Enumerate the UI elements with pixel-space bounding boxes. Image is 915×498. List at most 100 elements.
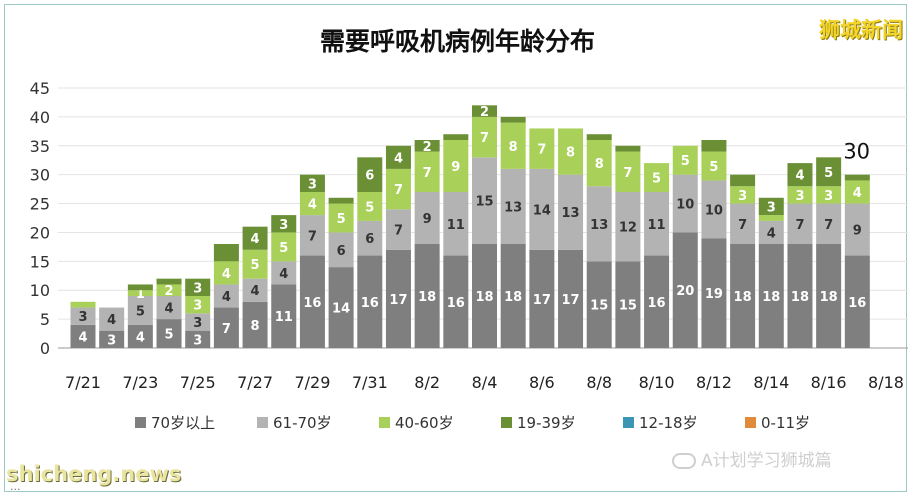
y-tick-label: 10 bbox=[30, 281, 50, 300]
data-label: 7 bbox=[394, 224, 403, 239]
data-label: 4 bbox=[853, 186, 862, 201]
bar-segment bbox=[443, 192, 469, 256]
legend-swatch bbox=[745, 417, 756, 428]
x-tick-label: 7/25 bbox=[180, 373, 216, 392]
legend-item: 61-70岁 bbox=[257, 412, 332, 433]
bar-segment bbox=[70, 324, 96, 348]
bar-segment bbox=[844, 203, 870, 256]
data-label: 14 bbox=[533, 203, 551, 218]
data-label: 2 bbox=[423, 140, 432, 155]
data-label: 2 bbox=[480, 105, 489, 120]
bar-segment bbox=[185, 330, 211, 348]
data-label: 5 bbox=[681, 154, 690, 169]
bar-segment bbox=[156, 296, 182, 320]
bar-segment bbox=[500, 122, 526, 169]
x-tick-label: 7/31 bbox=[352, 373, 388, 392]
bar-segment bbox=[299, 255, 325, 348]
data-label: 17 bbox=[561, 293, 579, 308]
bar-segment bbox=[299, 174, 325, 192]
y-tick-label: 35 bbox=[30, 137, 50, 156]
data-label: 15 bbox=[619, 299, 637, 314]
data-label: 5 bbox=[251, 258, 260, 273]
data-label: 7 bbox=[480, 131, 489, 146]
data-label: 3 bbox=[738, 189, 747, 204]
bar-segment bbox=[500, 244, 526, 348]
data-label: 3 bbox=[107, 333, 116, 348]
bar-segment bbox=[586, 186, 612, 262]
legend-swatch bbox=[257, 417, 268, 428]
data-label: 13 bbox=[561, 206, 579, 221]
data-label: 4 bbox=[78, 330, 87, 345]
y-tick-label: 5 bbox=[40, 310, 50, 329]
bar-segment bbox=[615, 145, 641, 152]
bar-segment bbox=[758, 215, 784, 221]
bar-segment bbox=[99, 307, 125, 331]
bar-segment bbox=[185, 296, 211, 314]
bar-segment bbox=[271, 232, 297, 262]
data-label: 5 bbox=[365, 200, 374, 215]
data-label: 6 bbox=[337, 244, 346, 259]
legend-item: 70岁以上 bbox=[135, 412, 215, 433]
x-tick-label: 8/8 bbox=[586, 373, 612, 392]
bar-segment bbox=[185, 278, 211, 296]
legend-swatch bbox=[379, 417, 390, 428]
bar-segment bbox=[299, 215, 325, 256]
data-label: 7 bbox=[423, 166, 432, 181]
data-label: 3 bbox=[308, 177, 317, 192]
bar-segment bbox=[844, 174, 870, 181]
bar-segment bbox=[414, 140, 440, 152]
data-label: 4 bbox=[279, 267, 288, 282]
bar-segment bbox=[443, 140, 469, 192]
data-label: 4 bbox=[251, 284, 260, 299]
bar-segment bbox=[127, 296, 153, 325]
bar-segment bbox=[328, 197, 354, 204]
data-label: 3 bbox=[795, 189, 804, 204]
data-label: 13 bbox=[504, 200, 522, 215]
bar-segment bbox=[844, 255, 870, 348]
bar-segment bbox=[758, 220, 784, 244]
bar-segment bbox=[615, 261, 641, 348]
legend-label: 40-60岁 bbox=[395, 414, 454, 432]
bar-segment bbox=[156, 319, 182, 348]
y-tick-label: 0 bbox=[40, 339, 50, 358]
legend-label: 0-11岁 bbox=[761, 414, 811, 432]
bar-segment bbox=[586, 140, 612, 187]
x-tick-label: 8/10 bbox=[639, 373, 675, 392]
bar-segment bbox=[816, 186, 842, 204]
bar-segment bbox=[672, 232, 698, 348]
y-tick-label: 45 bbox=[30, 79, 50, 98]
bar-segment bbox=[730, 203, 756, 244]
x-tick-label: 8/14 bbox=[753, 373, 789, 392]
x-tick-label: 7/27 bbox=[237, 373, 273, 392]
data-label: 11 bbox=[648, 218, 666, 233]
bar-segment bbox=[586, 261, 612, 348]
x-tick-label: 7/23 bbox=[122, 373, 158, 392]
bar-segment bbox=[185, 313, 211, 331]
data-label: 3 bbox=[193, 281, 202, 296]
bar-segment bbox=[787, 163, 813, 187]
data-label: 17 bbox=[389, 293, 407, 308]
data-label: 16 bbox=[303, 296, 321, 311]
data-label: 8 bbox=[595, 157, 604, 172]
bar-segment bbox=[328, 267, 354, 348]
y-tick-label: 25 bbox=[30, 195, 50, 214]
data-label: 16 bbox=[848, 296, 866, 311]
data-label: 19 bbox=[705, 287, 723, 302]
bar-segment bbox=[500, 116, 526, 123]
wechat-account-name: A计划学习狮城篇 bbox=[701, 451, 832, 471]
bar-segment bbox=[787, 186, 813, 204]
data-label: 5 bbox=[337, 212, 346, 227]
bar-segment bbox=[844, 180, 870, 204]
bar-segment bbox=[529, 249, 555, 348]
bar-segment bbox=[672, 145, 698, 175]
data-label: 8 bbox=[566, 146, 575, 161]
data-label: 5 bbox=[652, 172, 661, 187]
data-label: 10 bbox=[676, 198, 694, 213]
data-label: 6 bbox=[365, 232, 374, 247]
data-label: 18 bbox=[475, 290, 493, 305]
wechat-watermark: A计划学习狮城篇 bbox=[672, 446, 832, 471]
data-label: 16 bbox=[447, 296, 465, 311]
bar-segment bbox=[816, 203, 842, 244]
wechat-icon bbox=[672, 453, 696, 469]
data-label: 4 bbox=[222, 290, 231, 305]
